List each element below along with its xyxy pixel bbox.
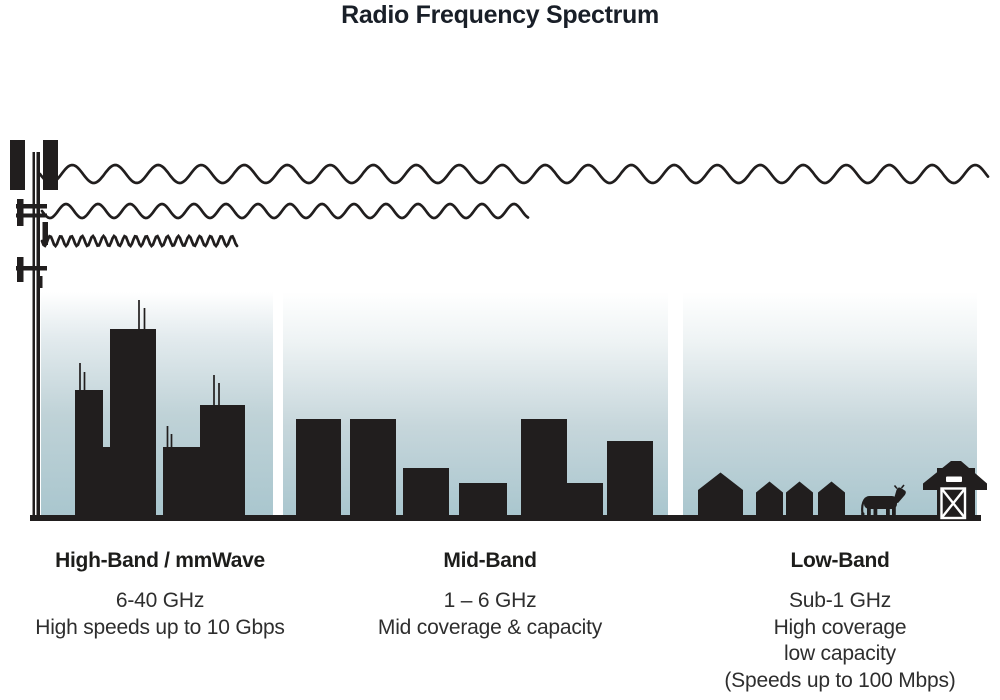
building xyxy=(607,441,653,518)
band-name: Low-Band xyxy=(790,549,890,572)
band-description: High speeds up to 10 Gbps xyxy=(35,615,285,639)
mid-band-label-block: Mid-Band 1 – 6 GHz Mid coverage & capaci… xyxy=(330,549,650,641)
house-icon xyxy=(786,481,813,518)
mid-band-coverage-gradient xyxy=(283,292,668,517)
building xyxy=(403,468,449,518)
high-band-label-block: High-Band / mmWave 6-40 GHz High speeds … xyxy=(5,549,315,641)
skyscraper xyxy=(110,329,156,520)
skyscraper xyxy=(103,447,110,520)
building xyxy=(350,419,396,518)
high-band-skyscrapers xyxy=(75,300,245,520)
medium-wavelength-mid-band-wave xyxy=(40,202,530,220)
short-wavelength-high-band-wave xyxy=(40,233,239,249)
low-band-label-block: Low-Band Sub-1 GHz High coverage low cap… xyxy=(685,549,995,694)
band-name: High-Band / mmWave xyxy=(55,549,265,572)
mid-band-buildings xyxy=(296,419,653,518)
band-name: Mid-Band xyxy=(443,549,537,572)
barn-door xyxy=(940,487,967,520)
scene-graphics xyxy=(10,140,990,521)
low-band-houses xyxy=(698,472,845,518)
band-frequency: 1 – 6 GHz xyxy=(443,589,537,612)
antenna-panel-icon xyxy=(43,140,58,190)
cow-icon xyxy=(861,484,906,518)
barn-icon xyxy=(923,461,987,520)
band-description: low capacity xyxy=(784,642,896,665)
antenna-panel-icon xyxy=(10,140,25,190)
house-icon xyxy=(818,481,845,518)
band-frequency: Sub-1 GHz xyxy=(788,589,892,612)
rooftop-antenna-icon xyxy=(79,300,220,447)
band-description: High coverage xyxy=(773,615,907,639)
house-icon xyxy=(698,472,743,518)
band-frequency: 6-40 GHz xyxy=(115,589,205,612)
building xyxy=(521,419,567,518)
house-icon xyxy=(756,481,783,518)
page-title: Radio Frequency Spectrum xyxy=(341,1,659,29)
long-wavelength-low-band-wave xyxy=(38,163,990,185)
skyscraper xyxy=(163,447,200,520)
barn-window xyxy=(946,476,962,482)
skyscraper xyxy=(200,405,245,520)
radio-waves xyxy=(38,163,990,249)
cell-tower-icon xyxy=(10,140,58,521)
skyscraper xyxy=(75,390,103,520)
building xyxy=(567,483,603,518)
building xyxy=(296,419,341,518)
band-description: Mid coverage & capacity xyxy=(377,615,603,639)
building xyxy=(459,483,507,518)
band-description: (Speeds up to 100 Mbps) xyxy=(724,668,956,692)
